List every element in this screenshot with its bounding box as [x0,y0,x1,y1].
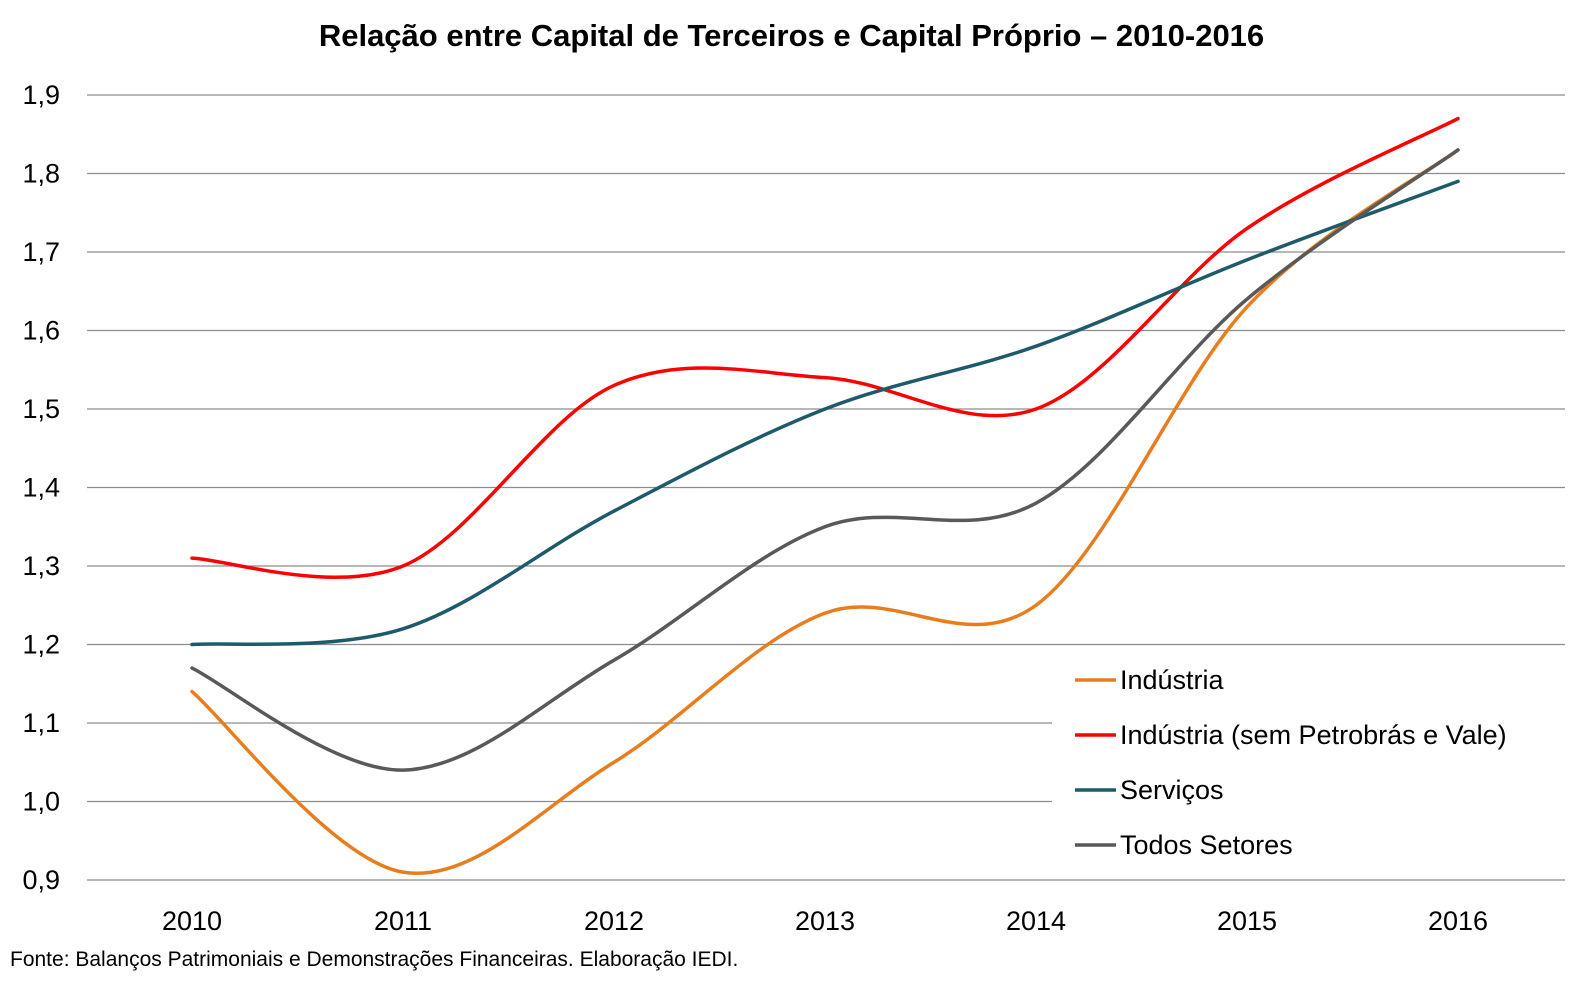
y-tick-label: 0,9 [22,865,60,895]
series-line-2 [190,179,1460,647]
legend-label: Indústria [1120,665,1225,695]
x-tick-label: 2014 [1006,906,1066,936]
y-tick-label: 1,9 [22,80,60,110]
series-lines [190,116,1460,876]
series-line-3 [190,148,1460,772]
y-tick-label: 1,3 [22,551,60,581]
x-tick-label: 2012 [584,906,644,936]
legend: Indústria Indústria (sem Petrobrás e Vale… [1075,665,1507,860]
legend-label: Serviços [1120,775,1224,805]
y-tick-label: 1,5 [22,394,60,424]
series-line-1 [190,116,1460,579]
x-axis-ticks: 2010 2011 2012 2013 2014 2015 2016 [162,906,1488,936]
y-axis-ticks: 0,9 1,0 1,1 1,2 1,3 1,4 1,5 1,6 1,7 1,8 1,9 [22,80,60,895]
y-tick-label: 1,7 [22,237,60,267]
x-tick-label: 2011 [374,906,432,936]
legend-label: Todos Setores [1120,830,1293,860]
gridlines [87,94,1565,881]
y-tick-label: 1,6 [22,316,60,346]
x-tick-label: 2016 [1428,906,1488,936]
y-tick-label: 1,4 [22,473,60,503]
y-tick-label: 1,2 [22,630,60,660]
y-tick-label: 1,1 [22,708,60,738]
y-tick-label: 1,8 [22,159,60,189]
source-note: Fonte: Balanços Patrimoniais e Demonstra… [10,948,739,971]
chart-title: Relação entre Capital de Terceiros e Cap… [318,18,1265,53]
series-line-0 [190,148,1460,876]
x-tick-label: 2013 [795,906,855,936]
x-tick-label: 2015 [1217,906,1277,936]
legend-label: Indústria (sem Petrobrás e Vale) [1120,720,1507,750]
y-tick-label: 1,0 [22,787,60,817]
x-tick-label: 2010 [162,906,222,936]
